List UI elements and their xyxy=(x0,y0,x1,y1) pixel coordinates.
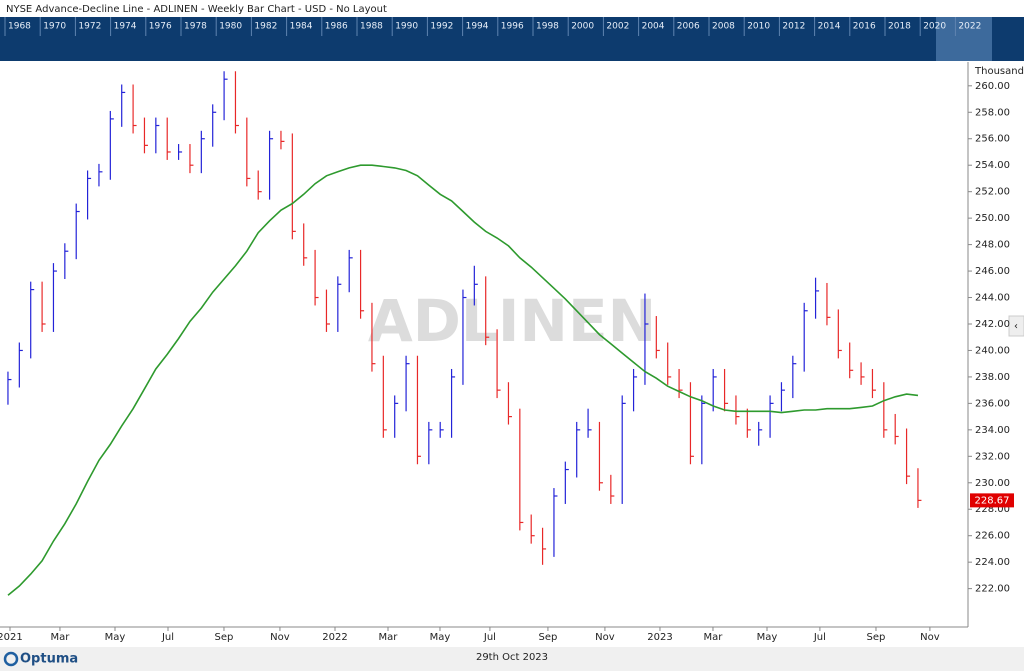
x-tick-label: Sep xyxy=(215,632,234,643)
navigator-year: 2002 xyxy=(606,22,629,32)
side-panel-toggle[interactable] xyxy=(1008,315,1024,337)
navigator-years: 1968 1970 1972 1974 1976 1978 1980 1982 1984 1986… xyxy=(4,17,981,36)
y-tick-label: 232.00 xyxy=(975,451,1010,462)
navigator-year: 2000 xyxy=(571,22,594,32)
navigator-year: 1990 xyxy=(395,22,418,32)
navigator-year: 1998 xyxy=(536,22,559,32)
navigator-window[interactable] xyxy=(936,17,992,61)
x-tick-label: May xyxy=(430,632,451,643)
y-tick-label: 228.00 xyxy=(975,504,1010,515)
x-tick-label: Sep xyxy=(867,632,886,643)
x-tick-label: Jul xyxy=(813,632,826,643)
navigator-year: 1994 xyxy=(466,22,489,32)
y-tick-label: 254.00 xyxy=(975,160,1010,171)
x-tick-label: Nov xyxy=(270,632,290,643)
y-tick-label: 238.00 xyxy=(975,372,1010,383)
navigator-year: 2006 xyxy=(677,22,700,32)
y-tick-label: 248.00 xyxy=(975,240,1010,251)
y-tick-label: 224.00 xyxy=(975,557,1010,568)
x-tick-label: Jul xyxy=(161,632,174,643)
x-tick-label: May xyxy=(757,632,778,643)
navigator-year: 2012 xyxy=(782,22,805,32)
watermark: ADLINEN xyxy=(368,287,656,355)
y-tick-label: 258.00 xyxy=(975,107,1010,118)
x-tick-label: Nov xyxy=(920,632,940,643)
navigator-year: 2014 xyxy=(818,22,841,32)
x-tick-label: May xyxy=(105,632,126,643)
x-tick-label: Jul xyxy=(483,632,496,643)
x-tick-label: 2022 xyxy=(322,632,347,643)
navigator-year: 2022 xyxy=(958,22,981,32)
navigator-year: 1984 xyxy=(290,22,313,32)
y-tick-label: 260.00 xyxy=(975,81,1010,92)
navigator-year: 1980 xyxy=(219,22,242,32)
y-tick-label: 226.00 xyxy=(975,531,1010,542)
navigator-year: 1978 xyxy=(184,22,207,32)
navigator-year: 2018 xyxy=(888,22,911,32)
last-value-box xyxy=(970,493,1014,508)
navigator-year: 1972 xyxy=(78,22,101,32)
navigator-year: 2004 xyxy=(642,22,665,32)
y-tick-label: 240.00 xyxy=(975,345,1010,356)
x-tick-label: Mar xyxy=(379,632,399,643)
navigator-year: 1970 xyxy=(43,22,66,32)
brand-logo xyxy=(3,651,19,667)
y-tick-label: 222.00 xyxy=(975,584,1010,595)
y-tick-label: 244.00 xyxy=(975,293,1010,304)
x-tick-label: Sep xyxy=(538,632,557,643)
y-tick-label: 236.00 xyxy=(975,398,1010,409)
navigator-year: 1982 xyxy=(254,22,277,32)
y-tick-label: 256.00 xyxy=(975,134,1010,145)
navigator-year: 1986 xyxy=(325,22,348,32)
x-tick-label: 2021 xyxy=(0,632,23,643)
y-tick-label: 242.00 xyxy=(975,319,1010,330)
y-tick-label: 252.00 xyxy=(975,187,1010,198)
footer-brand: Optuma xyxy=(20,652,78,667)
y-tick-label: 230.00 xyxy=(975,478,1010,489)
x-tick-label: 2023 xyxy=(647,632,672,643)
navigator-year: 1992 xyxy=(430,22,453,32)
footer-date: 29th Oct 2023 xyxy=(476,652,548,663)
navigator-year: 2020 xyxy=(923,22,946,32)
x-tick-label: Mar xyxy=(704,632,724,643)
navigator-year: 1968 xyxy=(8,22,31,32)
navigator-year: 1974 xyxy=(114,22,137,32)
navigator-year: 1996 xyxy=(501,22,524,32)
x-tick-label: Mar xyxy=(51,632,71,643)
y-unit: Thousand xyxy=(974,66,1024,77)
navigator-year: 1976 xyxy=(149,22,172,32)
moving-average xyxy=(7,164,919,596)
side-panel-arrow: ‹ xyxy=(1014,321,1018,332)
navigator-year: 2008 xyxy=(712,22,735,32)
navigator-year: 1988 xyxy=(360,22,383,32)
last-value-label: 228.67 xyxy=(975,495,1010,506)
navigator-year: 2016 xyxy=(853,22,876,32)
x-tick-label: Nov xyxy=(595,632,615,643)
navigator-year: 2010 xyxy=(747,22,770,32)
y-tick-label: 234.00 xyxy=(975,425,1010,436)
header-title: NYSE Advance-Decline Line - ADLINEN - We… xyxy=(6,4,387,15)
y-tick-label: 250.00 xyxy=(975,213,1010,224)
footer-bar xyxy=(0,647,1024,671)
y-tick-label: 246.00 xyxy=(975,266,1010,277)
navigator[interactable] xyxy=(0,17,1024,61)
